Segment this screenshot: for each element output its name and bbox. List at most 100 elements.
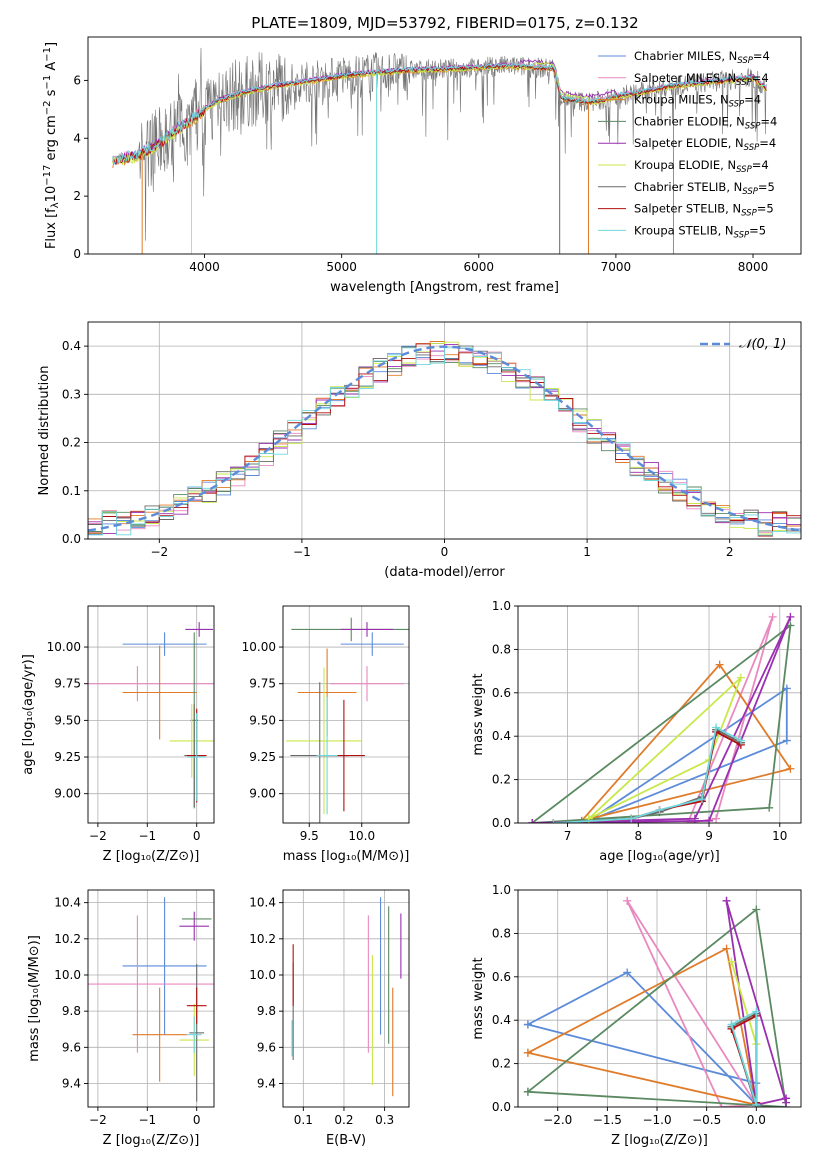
x-tick-label: −2 (89, 1113, 107, 1127)
y-tick-label: 0.3 (62, 387, 81, 401)
spectrum-line-salpeter_stelib (112, 64, 767, 165)
y-tick-label: 9.50 (54, 713, 81, 727)
legend-entry-sub: SSP (742, 187, 758, 197)
x-axis-label: E(B-V) (326, 1133, 366, 1148)
errorbar-chabrier_miles (122, 632, 207, 656)
x-tick-label: −1 (138, 829, 156, 843)
mass-weight-marker (523, 1048, 532, 1057)
y-tick-label: 0.8 (492, 642, 511, 656)
mass-weight-marker (782, 1098, 791, 1107)
errorbar-kroupa_miles (132, 987, 187, 1082)
y-tick-label: 9.00 (249, 787, 276, 801)
y-axis-label-part: −1 (42, 75, 53, 90)
x-axis-label: mass [log₁₀(M/M⊙)] (283, 849, 410, 864)
legend-entry-tail: =5 (757, 202, 774, 216)
mass-weight-marker (722, 944, 731, 953)
y-tick-label: 0.2 (62, 436, 81, 450)
x-tick-label: 5000 (326, 260, 357, 274)
errorbar-kroupa_miles (122, 645, 197, 740)
mass-weight-line-chabrier_elodie (527, 907, 788, 1107)
legend-entry-tail: =5 (749, 223, 766, 237)
mass-weight-line-kroupa_stelib (553, 726, 742, 823)
legend-entry-sub: SSP (745, 121, 761, 131)
axes-frame (517, 889, 802, 1108)
legend-entry-sub: SSP (737, 56, 753, 66)
y-tick-label: 0.1 (62, 484, 81, 498)
y-tick-label: 9.75 (54, 677, 81, 691)
x-tick-label: 0 (193, 1113, 201, 1127)
histogram-kroupa_stelib (88, 347, 801, 537)
y-tick-label: 0.4 (492, 1013, 511, 1027)
legend-entry-name: Chabrier MILES, N (634, 49, 737, 63)
x-tick-label: 10.0 (348, 829, 375, 843)
y-tick-label: 10.0 (249, 968, 276, 982)
legend-entry-tail: =4 (744, 93, 761, 107)
errorbar-kroupa_elodie (169, 704, 214, 778)
panel-massweight_vs_Z: −2.0 −1.5 −1.0 −0.5 0.0 0.0 0.2 0.4 0.6 0.8 1.0 Z [… (471, 883, 802, 1148)
y-tick-label: 0 (73, 247, 81, 261)
y-axis-label-part: erg cm (44, 115, 59, 164)
legend-entry-name: Salpeter MILES, N (634, 71, 736, 85)
mass-weight-marker (528, 819, 537, 823)
legend-entry-sub: SSP (736, 165, 752, 175)
mass-weight-line-chabrier_miles (588, 686, 788, 822)
errorbar-salpeter_stelib (186, 987, 207, 1024)
y-tick-label: 10.4 (54, 896, 81, 910)
x-axis-label: Z [log₁₀(Z/Z⊙)] (103, 1133, 200, 1148)
mass-weight-line-kroupa_elodie (588, 676, 742, 820)
errorbar-chabrier_miles (340, 632, 404, 656)
x-axis-label: wavelength [Angstrom, rest frame] (330, 280, 559, 295)
panel-spectrum: 4000 5000 6000 7000 8000 0 2 4 6 wavelength [Angs… (42, 36, 802, 295)
x-tick-label: 4000 (189, 260, 220, 274)
panel-mass_vs_ebv: 0.1 0.2 0.3 9.4 9.6 9.8 10.0 10.2 10.4 E(B-V) (249, 889, 410, 1148)
errorbar-chabrier_miles (122, 897, 207, 1035)
y-tick-label: 9.8 (62, 1004, 81, 1018)
legend-entry-tail: =4 (760, 114, 777, 128)
x-tick-label: 0.3 (375, 1113, 394, 1127)
y-axis-label-part: s (44, 89, 59, 100)
panel-residuals: −2 −1 0 1 2 0.0 0.1 0.2 0.3 0.4 (data-model)/error… (37, 321, 802, 580)
y-tick-label: 0.2 (492, 773, 511, 787)
legend-entry-sub: SSP (736, 78, 752, 88)
legend-entry-tail: =4 (752, 158, 769, 172)
legend-entry-sub: SSP (729, 100, 745, 110)
x-tick-label: −1.0 (642, 1113, 671, 1127)
panel-age_vs_Z: −2 −1 0 9.00 9.25 9.50 9.75 10.00 Z [log₁₀(Z/Z⊙)… (21, 605, 215, 864)
y-axis-label-part: A (44, 62, 59, 75)
errorbar-salpeter_elodie (179, 911, 210, 941)
y-tick-label: 0.6 (492, 686, 511, 700)
y-axis-label: age [log₁₀(age/yr)] (21, 654, 36, 775)
mass-weight-marker (712, 723, 721, 732)
figure-title: PLATE=1809, MJD=53792, FIBERID=0175, z=0… (251, 14, 638, 32)
y-axis-label-part: −17 (42, 165, 53, 186)
y-tick-label: 1.0 (492, 599, 511, 613)
mass-weight-marker (697, 795, 706, 804)
mass-weight-marker (752, 1007, 761, 1016)
mass-weight-marker (712, 814, 721, 823)
mass-weight-line-salpeter_miles (626, 900, 758, 1107)
mass-weight-marker (736, 736, 745, 745)
errorbar-kroupa_stelib (187, 713, 206, 802)
errorbar-salpeter_miles (88, 915, 214, 1053)
legend-entry-sub: SSP (741, 209, 757, 219)
mass-weight-marker (623, 896, 632, 905)
plot-area (88, 897, 214, 1102)
legend-entry: Chabrier MILES, NSSP=4 (634, 49, 770, 66)
errorbar-salpeter_miles (88, 666, 214, 702)
y-tick-label: 9.6 (62, 1040, 81, 1054)
x-tick-label: 0 (193, 829, 201, 843)
legend-entry: Salpeter ELODIE, NSSP=4 (634, 136, 776, 153)
mass-weight-marker (655, 805, 664, 814)
y-tick-label: 0.4 (62, 339, 81, 353)
axes-frame (87, 36, 802, 255)
spectrum-line-kroupa_stelib (112, 61, 767, 164)
mass-weight-marker (722, 896, 731, 905)
mass-weight-marker (752, 1100, 761, 1107)
legend-entry: Kroupa ELODIE, NSSP=4 (634, 158, 769, 175)
y-tick-label: 9.00 (54, 787, 81, 801)
x-tick-label: −1 (293, 545, 311, 559)
legend-entry: Salpeter STELIB, NSSP=5 (634, 202, 774, 219)
x-tick-label: 6000 (464, 260, 495, 274)
y-tick-label: 0.0 (492, 1100, 511, 1114)
